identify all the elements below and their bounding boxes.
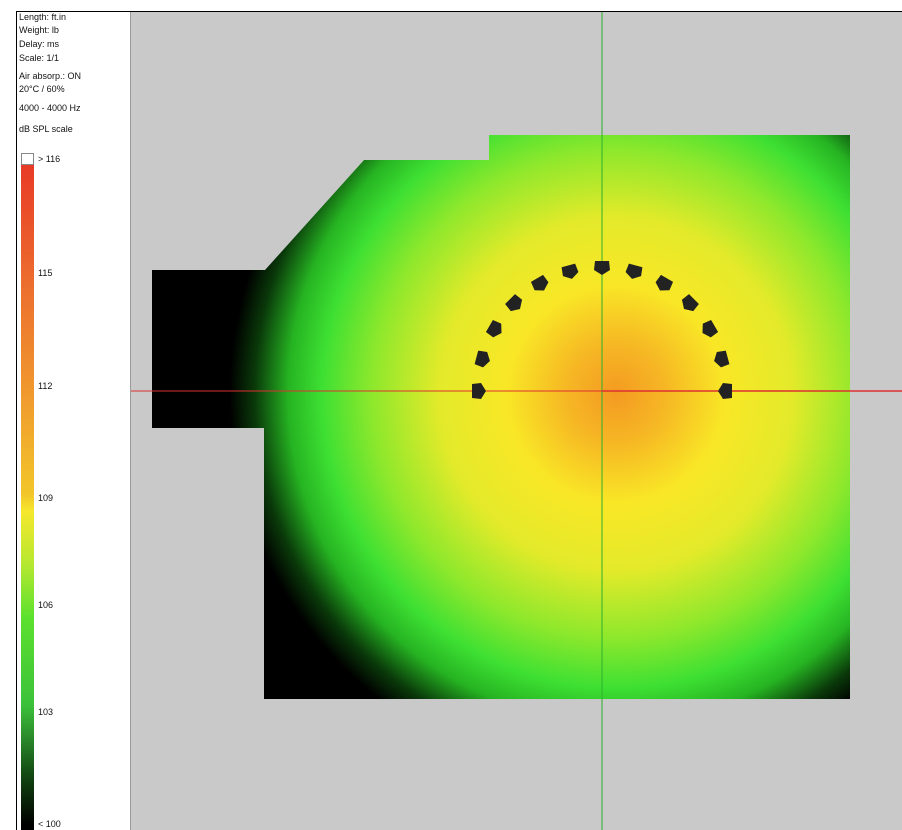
speaker-cabinet-icon[interactable] <box>472 383 486 399</box>
spl-scale-title: dB SPL scale <box>19 124 73 134</box>
scale-tick-label: 106 <box>38 600 54 610</box>
speaker-array[interactable] <box>472 261 732 399</box>
temperature-humidity: 20°C / 60% <box>19 84 65 94</box>
spl-coverage-map[interactable] <box>131 12 902 830</box>
scale-tick-label: 109 <box>38 493 54 503</box>
length-unit: Length: ft.in <box>19 12 67 22</box>
scale-tick-label: 103 <box>38 707 54 717</box>
speaker-cabinet-icon[interactable] <box>474 350 492 369</box>
speaker-cabinet-icon[interactable] <box>594 261 610 275</box>
spl-color-scale <box>21 165 34 830</box>
speaker-cabinet-icon[interactable] <box>504 293 525 314</box>
weight-unit: Weight: lb <box>19 25 59 35</box>
speaker-cabinet-icon[interactable] <box>678 293 699 314</box>
speaker-cabinet-icon[interactable] <box>530 274 551 294</box>
speaker-cabinet-icon[interactable] <box>718 383 732 399</box>
spl-map-window: Length: ft.in Weight: lb Delay: ms Scale… <box>16 11 902 830</box>
delay-unit: Delay: ms <box>19 39 60 49</box>
spl-plot-area[interactable] <box>131 12 902 830</box>
speaker-cabinet-icon[interactable] <box>653 274 674 294</box>
room-outline <box>152 135 850 699</box>
speaker-cabinet-icon[interactable] <box>561 263 580 281</box>
speaker-cabinet-icon[interactable] <box>624 263 643 281</box>
scale-overflow-swatch <box>21 153 34 165</box>
info-panel: Length: ft.in Weight: lb Delay: ms Scale… <box>17 12 131 830</box>
speaker-cabinet-icon[interactable] <box>698 319 719 340</box>
scale-ratio: Scale: 1/1 <box>19 53 60 63</box>
speaker-cabinet-icon[interactable] <box>485 319 505 340</box>
scale-tick-label: 112 <box>38 381 53 391</box>
scale-tick-label: 115 <box>38 268 53 278</box>
scale-top-label: > 116 <box>38 154 61 164</box>
frequency-band: 4000 - 4000 Hz <box>19 103 81 113</box>
scale-bottom-label: < 100 <box>38 819 61 829</box>
air-absorption: Air absorp.: ON <box>19 71 82 81</box>
speaker-cabinet-icon[interactable] <box>712 350 730 369</box>
